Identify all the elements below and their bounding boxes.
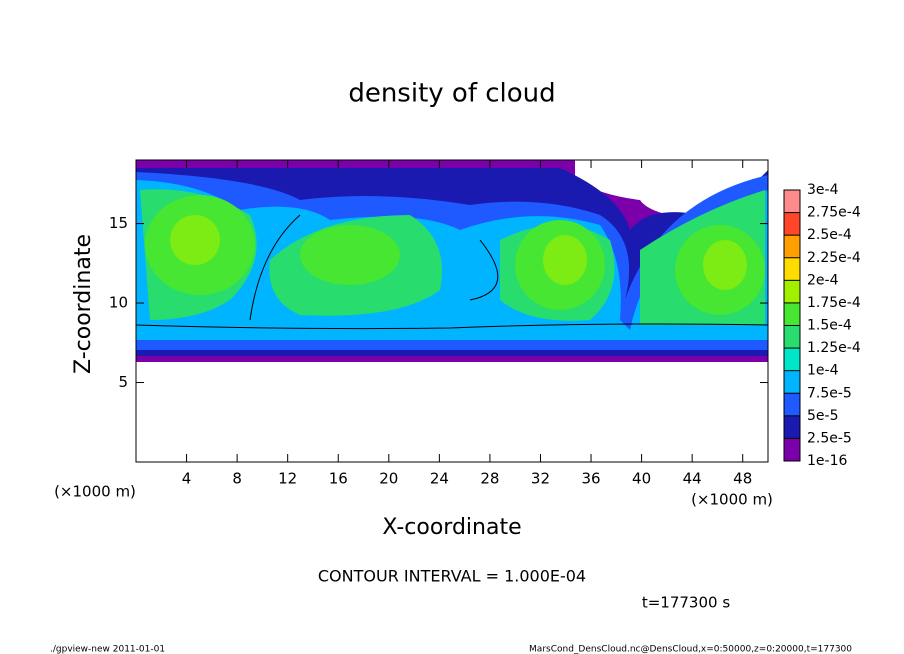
colorbar-segment	[784, 415, 800, 439]
colorbar-label: 3e-4	[807, 182, 839, 198]
colorbar-label: 5e-5	[807, 408, 838, 424]
colorbar-label: 7.5e-5	[807, 385, 852, 401]
x-tick-label: 48	[733, 470, 752, 488]
colorbar-label: 1.5e-4	[807, 318, 852, 334]
x-tick-label: 32	[531, 470, 550, 488]
x-tick-label: 8	[232, 470, 242, 488]
colorbar-label: 1.75e-4	[807, 295, 861, 311]
colorbar-segment	[784, 438, 800, 461]
colorbar-segment	[784, 393, 800, 416]
x-unit: (×1000 m)	[691, 491, 773, 509]
y-tick-label: 10	[109, 294, 128, 312]
x-axis-label: X-coordinate	[382, 515, 521, 540]
colorbar-label: 2.25e-4	[807, 250, 861, 266]
colorbar-segment	[784, 235, 800, 258]
x-tick-label: 44	[683, 470, 702, 488]
colorbar-segment	[784, 325, 800, 349]
colorbar-label: 2.5e-4	[807, 227, 852, 243]
x-tick-label: 16	[329, 470, 348, 488]
colorbar-label: 2.5e-5	[807, 430, 852, 446]
x-tick-label: 28	[480, 470, 499, 488]
y-axis-label: Z-coordinate	[71, 234, 96, 374]
y-tick-label: 5	[118, 373, 128, 391]
colorbar-label: 1e-16	[807, 453, 847, 469]
x-tick-label: 4	[182, 470, 192, 488]
annotation: CONTOUR INTERVAL = 1.000E-04	[318, 567, 586, 586]
plot-frame	[135, 159, 769, 463]
colorbar-segment	[784, 257, 800, 281]
y-unit: (×1000 m)	[54, 483, 136, 501]
chart-title: density of cloud	[348, 79, 555, 109]
colorbar-segment	[784, 190, 800, 213]
x-tick-label: 20	[379, 470, 398, 488]
field	[136, 160, 768, 362]
y-tick-label: 15	[109, 214, 128, 232]
x-tick-label: 40	[632, 470, 651, 488]
colorbar-segment	[784, 348, 800, 371]
colorbar-segment	[784, 280, 800, 303]
colorbar-segment	[784, 212, 800, 236]
x-tick-label: 12	[278, 470, 297, 488]
colorbar-segment	[784, 302, 800, 326]
footer: ./gpview-new 2011-01-01	[50, 645, 165, 654]
x-tick-label: 24	[430, 470, 449, 488]
colorbar-label: 1.25e-4	[807, 340, 861, 356]
footer: MarsCond_DensCloud.nc@DensCloud,x=0:5000…	[529, 645, 852, 654]
colorbar-label: 2.75e-4	[807, 205, 861, 221]
annotation: t=177300 s	[642, 594, 730, 612]
colorbar-label: 1e-4	[807, 363, 839, 379]
colorbar-segment	[784, 370, 800, 394]
x-tick-label: 36	[581, 470, 600, 488]
colorbar-label: 2e-4	[807, 272, 839, 288]
